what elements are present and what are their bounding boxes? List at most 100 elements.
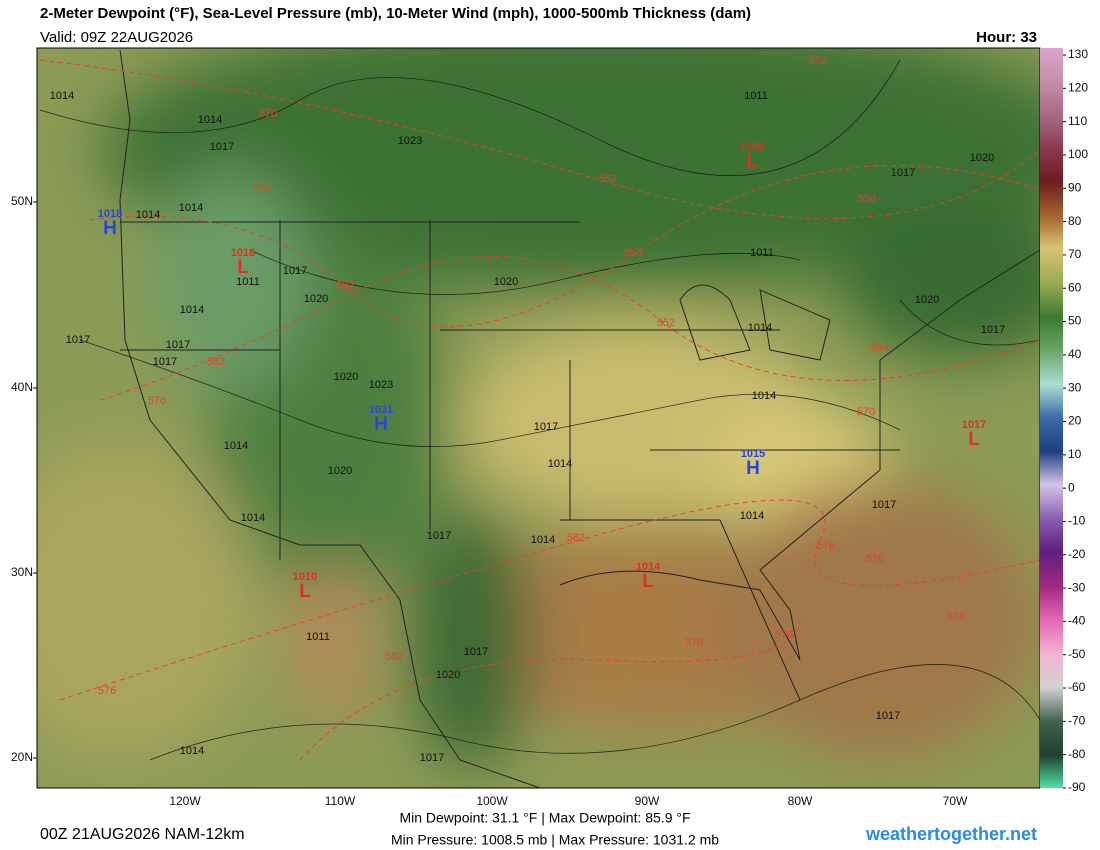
longitude-label: 120W [169,794,201,808]
colorbar-tick-label: 60 [1068,280,1082,294]
longitude-label: 90W [635,794,660,808]
colorbar-tick-label: 10 [1068,447,1082,461]
thickness-label: 558 [624,247,642,259]
thickness-label: 564 [871,342,889,354]
colorbar-tick-label: -40 [1068,614,1086,628]
pressure-label: 1014 [180,304,204,316]
pressure-label: 1017 [420,752,444,764]
thickness-label: 576 [817,540,835,552]
colorbar-tick-label: 0 [1068,480,1075,494]
colorbar-tick-label: -10 [1068,514,1086,528]
dewpoint-range: Min Dewpoint: 31.1 °F | Max Dewpoint: 85… [399,810,690,826]
thickness-label: 576 [148,395,166,407]
pressure-label: 1017 [534,421,558,433]
pressure-label: 1011 [236,276,260,288]
pressure-label: 1017 [166,339,190,351]
longitude-label: 70W [943,794,968,808]
pressure-label: 1014 [241,512,265,524]
colorbar-tick-label: -20 [1068,547,1086,561]
latitude-label: 30N [11,565,33,579]
thickness-label: 582 [385,651,403,663]
colorbar-tick-label: 80 [1068,214,1082,228]
pressure-label: 1011 [306,631,330,643]
pressure-label: 1023 [369,379,393,391]
thickness-label: 576 [947,611,965,623]
pressure-label: 1014 [180,745,204,757]
colorbar-tick-label: 130 [1068,47,1088,61]
pressure-label: 1017 [464,646,488,658]
thickness-label: 552 [599,173,617,185]
pressure-label: 1020 [334,371,358,383]
pressure-center-letter: H [374,414,388,435]
pressure-center-value: 1017 [962,419,986,431]
pressure-label: 1011 [744,90,768,102]
colorbar-tick-label: -80 [1068,747,1086,761]
pressure-label: 1014 [740,510,764,522]
pressure-label: 1014 [531,534,555,546]
pressure-center-value: 1018 [98,208,122,220]
colorbar-tick-label: 100 [1068,147,1088,161]
pressure-center-letter: H [103,218,117,239]
pressure-center-value: 1010 [293,571,317,583]
thickness-label: 576 [253,183,271,195]
pressure-label: 1014 [50,90,74,102]
pressure-label: 1014 [198,114,222,126]
colorbar-tick-label: 40 [1068,347,1082,361]
pressure-label: 1020 [328,465,352,477]
pressure-label: 1020 [970,152,994,164]
thickness-label: 576 [685,637,703,649]
colorbar-tick-label: -70 [1068,714,1086,728]
valid-time: Valid: 09Z 22AUG2026 [40,29,193,46]
pressure-center-value: 1009 [740,141,764,153]
thickness-label: 576 [866,553,884,565]
pressure-center-value: 1016 [231,247,255,259]
colorbar-tick-label: -50 [1068,647,1086,661]
pressure-center-letter: L [642,571,654,592]
pressure-center-value: 1031 [369,404,393,416]
pressure-label: 1014 [752,390,776,402]
pressure-label: 1017 [66,334,90,346]
title: 2-Meter Dewpoint (°F), Sea-Level Pressur… [40,5,751,22]
pressure-center-letter: L [746,151,758,172]
colorbar-tick-label: 90 [1068,180,1082,194]
latitude-label: 20N [11,750,33,764]
pressure-label: 1017 [981,324,1005,336]
pressure-label: 1017 [153,356,177,368]
pressure-center-value: 1015 [741,448,765,460]
pressure-label: 1014 [224,440,248,452]
thickness-label: 558 [858,193,876,205]
thickness-label: 570 [857,406,875,418]
latitude-label: 40N [11,380,33,394]
thickness-label: 576 [775,629,793,641]
latitude-label: 50N [11,194,33,208]
colorbar [1040,48,1063,788]
pressure-label: 1017 [876,710,900,722]
colorbar-tick-label: 70 [1068,247,1082,261]
pressure-label: 1020 [494,276,518,288]
thickness-label: 552 [809,55,827,67]
thickness-label: 576 [98,685,116,697]
colorbar-tick-label: 50 [1068,314,1082,328]
pressure-center-letter: L [968,429,980,450]
colorbar-tick-label: -30 [1068,580,1086,594]
pressure-label: 1020 [915,294,939,306]
pressure-label: 1023 [398,135,422,147]
pressure-label: 1017 [872,499,896,511]
map-field [37,48,1040,788]
pressure-center-letter: H [746,458,760,479]
colorbar-tick-label: -90 [1068,780,1086,794]
colorbar-tick-label: 110 [1068,114,1087,128]
thickness-label: 582 [567,532,585,544]
colorbar-tick-label: 30 [1068,380,1082,394]
site-name: weathertogether.net [865,824,1037,844]
pressure-label: 1011 [750,247,774,259]
pressure-range: Min Pressure: 1008.5 mb | Max Pressure: … [391,832,719,848]
thickness-label: 582 [336,280,354,292]
longitude-label: 100W [476,794,508,808]
pressure-center-letter: L [299,581,311,602]
pressure-label: 1020 [436,669,460,681]
pressure-center-value: 1014 [636,561,661,573]
pressure-label: 1014 [748,322,772,334]
pressure-label: 1014 [179,202,203,214]
longitude-label: 110W [325,794,356,808]
